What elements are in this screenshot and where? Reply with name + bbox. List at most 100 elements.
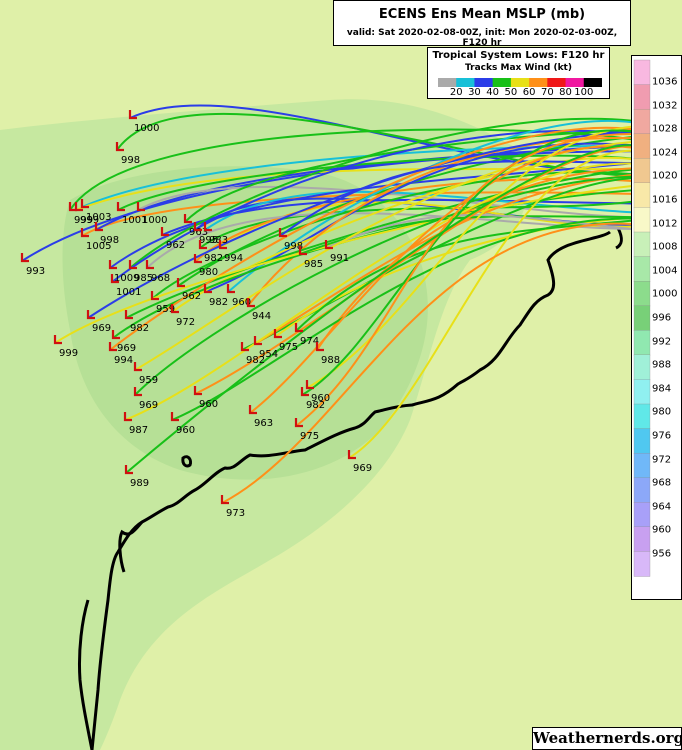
low-center-marker [74,202,83,212]
wind-labels: 20 30 40 50 60 70 80 100 [436,87,606,99]
low-pressure-label: 963 [254,418,273,429]
wind-label: 60 [522,87,536,98]
pressure-colorbar: 1036 1032 1028 1024 1020 1016 1012 1008 1004 1000… [631,55,682,600]
pressure-label: 964 [652,501,672,513]
low-pressure-label: 944 [252,311,271,322]
low-center-marker [128,110,137,120]
low-pressure-label: 974 [300,336,319,347]
low-center-marker [193,386,202,396]
wind-swatch [583,78,602,87]
wind-swatch [492,78,512,87]
map-title: ECENS Ens Mean MSLP (mb) [378,7,586,22]
low-pressure-label: 982 [204,253,223,264]
low-pressure-label: 975 [300,431,319,442]
coastline-east-tip [615,227,623,250]
low-center-marker [86,310,95,320]
low-center-marker [193,222,202,232]
low-markers: 1000998993100399999910059981001100096296… [20,110,372,519]
low-pressure-label: 960 [199,399,218,410]
storm-track [348,149,633,459]
low-pressure-label: 999 [74,215,93,226]
island [181,455,192,468]
low-pressure-label: 994 [224,253,243,264]
wind-color-bar [438,78,602,87]
low-center-marker [123,412,132,422]
low-center-marker [226,284,235,294]
low-center-marker [53,335,62,345]
legend-title: Tropical System Lows: F120 hr [432,50,605,61]
storm-track [54,185,633,344]
low-center-marker [220,495,229,505]
pressure-label: 988 [652,359,672,371]
storm-track [301,129,633,396]
low-pressure-label: 1003 [86,212,111,223]
low-pressure-label: 972 [176,317,195,328]
low-center-marker [116,202,125,212]
low-center-marker [136,202,145,212]
pressure-swatch [633,158,651,184]
low-center-marker [176,278,185,288]
low-center-marker [240,342,249,352]
low-pressure-label: 998 [100,235,119,246]
low-pressure-label: 962 [166,240,185,251]
low-center-marker [218,240,227,250]
low-center-marker [124,310,133,320]
low-pressure-label: 1000 [142,215,167,226]
coastline-west [77,599,94,750]
low-pressure-label: 1001 [122,215,147,226]
pressure-label: 1012 [652,218,678,230]
storm-track [199,200,633,249]
wind-swatch [474,78,494,87]
wind-swatch [510,78,530,87]
pressure-label: 992 [652,336,672,348]
pressure-label: 1024 [652,147,678,159]
low-pressure-label: 987 [129,425,148,436]
pressure-swatch [633,84,651,110]
pressure-swatch [633,207,651,233]
pressure-swatch [633,428,651,454]
low-pressure-label: 959 [156,304,175,315]
storm-track [221,222,633,504]
low-center-marker [294,323,303,333]
storm-track [129,117,633,269]
pressure-swatch [633,231,651,258]
pressure-swatch [633,477,651,503]
low-pressure-label: 982 [209,297,228,308]
low-center-marker [193,254,202,264]
low-center-marker [273,329,282,339]
wind-label: 80 [559,87,572,98]
low-center-marker [133,362,142,372]
low-center-marker [298,246,307,256]
storm-track [194,144,633,395]
wind-label: 20 [449,87,463,98]
pressure-label: 1036 [652,76,678,88]
pressure-label: 972 [652,454,672,466]
pressure-label: 980 [652,406,672,418]
coastline [90,230,611,750]
low-center-marker [248,405,257,415]
low-center-marker [68,202,77,212]
pressure-swatch [633,108,651,135]
low-center-marker [294,418,303,428]
pressure-swatch [633,305,651,331]
low-center-marker [300,387,309,397]
pressure-swatch [633,59,651,86]
low-pressure-label: 969 [117,343,136,354]
low-center-marker [80,199,89,209]
pressure-swatch [633,502,651,528]
pressure-label: 1004 [652,265,678,277]
pressure-swatch [633,256,651,282]
storm-track [87,130,633,319]
low-center-marker [160,227,169,237]
wind-swatch [456,78,475,87]
low-pressure-label: 988 [321,355,340,366]
wind-label: 50 [504,87,518,98]
low-center-marker [305,380,314,390]
low-pressure-label: 985 [304,259,323,270]
low-pressure-label: 963 [189,227,208,238]
storm-track [249,145,633,414]
low-center-marker [324,240,333,250]
pressure-swatch [633,330,651,356]
pressure-label: 1016 [652,194,678,206]
low-center-marker [115,142,124,152]
